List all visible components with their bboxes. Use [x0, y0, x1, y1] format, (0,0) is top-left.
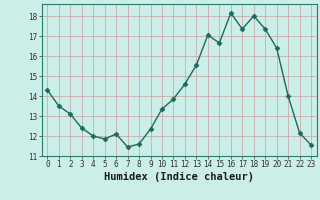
X-axis label: Humidex (Indice chaleur): Humidex (Indice chaleur)	[104, 172, 254, 182]
